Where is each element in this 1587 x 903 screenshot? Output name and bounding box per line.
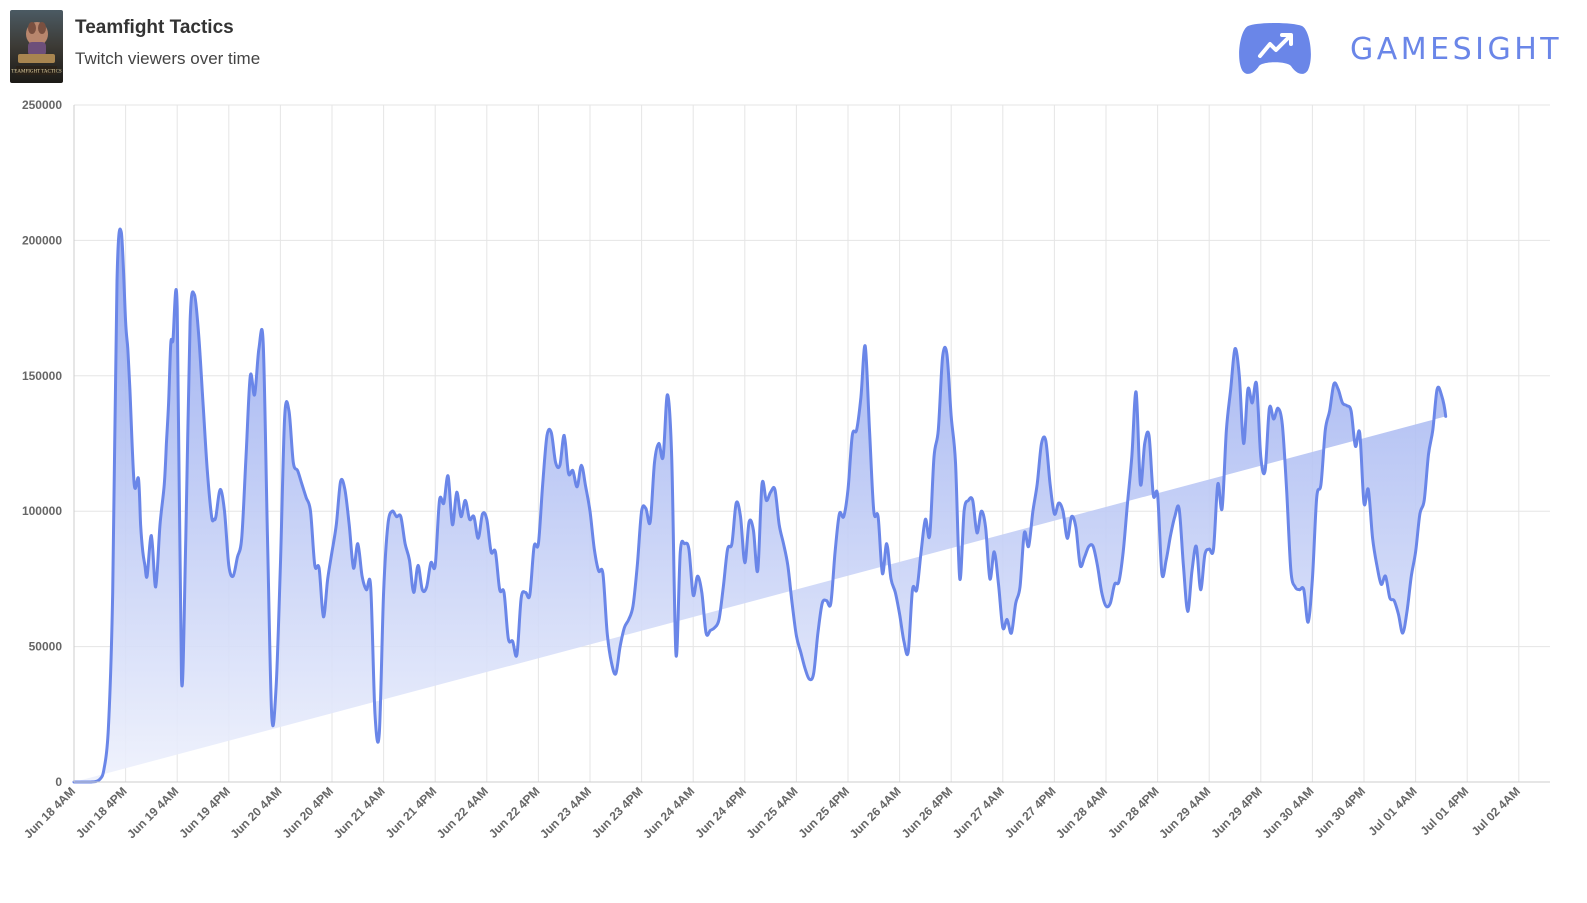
x-tick-label: Jun 28 4AM [1053,784,1110,841]
y-tick-label: 0 [55,775,62,789]
x-tick-label: Jun 23 4AM [537,784,594,841]
x-tick-label: Jun 18 4AM [21,784,78,841]
x-tick-label: Jun 19 4PM [176,784,233,841]
x-tick-label: Jun 27 4PM [1002,784,1059,841]
x-tick-label: Jun 28 4PM [1105,784,1162,841]
x-tick-label: Jun 23 4PM [589,784,646,841]
x-tick-label: Jun 29 4PM [1208,784,1265,841]
y-tick-label: 100000 [22,504,62,518]
x-tick-label: Jun 19 4AM [124,784,181,841]
y-tick-label: 150000 [22,369,62,383]
gamepad-trend-icon [1239,23,1311,74]
x-tick-label: Jun 29 4AM [1156,784,1213,841]
x-tick-label: Jul 01 4AM [1365,784,1419,838]
x-tick-label: Jun 18 4PM [73,784,130,841]
chart-header: TEAMFIGHT TACTICS Teamfight Tactics Twit… [0,0,1587,95]
viewers-line [72,227,1448,784]
y-tick-label: 200000 [22,233,62,247]
x-tick-label: Jun 26 4PM [899,784,956,841]
x-tick-label: Jul 01 4PM [1418,784,1472,838]
x-tick-label: Jun 27 4AM [950,784,1007,841]
x-tick-label: Jun 24 4AM [640,784,697,841]
x-tick-label: Jun 25 4PM [796,784,853,841]
brand-name: GAMESIGHT [1350,32,1563,67]
x-tick-label: Jun 26 4AM [847,784,904,841]
viewers-area [74,229,1446,782]
game-title: Teamfight Tactics [75,17,234,38]
y-axis: 0 50000 100000 150000 200000 250000 [22,98,62,789]
x-tick-label: Jun 30 4AM [1259,784,1316,841]
x-tick-label: Jun 22 4PM [486,784,543,841]
chart-subtitle: Twitch viewers over time [75,49,261,68]
x-tick-label: Jun 24 4PM [692,784,749,841]
x-tick-label: Jun 20 4AM [227,784,284,841]
x-tick-label: Jun 21 4PM [383,784,440,841]
x-tick-label: Jun 20 4PM [280,784,337,841]
y-tick-label: 50000 [29,640,63,654]
viewers-area-chart: 0 50000 100000 150000 200000 250000 Jun 18 4A… [21,98,1550,841]
x-tick-label: Jun 22 4AM [434,784,491,841]
gamesight-brand: GAMESIGHT [1238,22,1568,78]
x-tick-label: Jun 21 4AM [331,784,388,841]
x-tick-label: Jun 30 4PM [1312,784,1369,841]
x-tick-label: Jul 02 4AM [1469,784,1523,838]
thumbnail-logo-text: TEAMFIGHT TACTICS [11,70,62,75]
game-cover-thumbnail: TEAMFIGHT TACTICS [10,10,63,83]
y-tick-label: 250000 [22,98,62,112]
x-tick-label: Jun 25 4AM [743,784,800,841]
